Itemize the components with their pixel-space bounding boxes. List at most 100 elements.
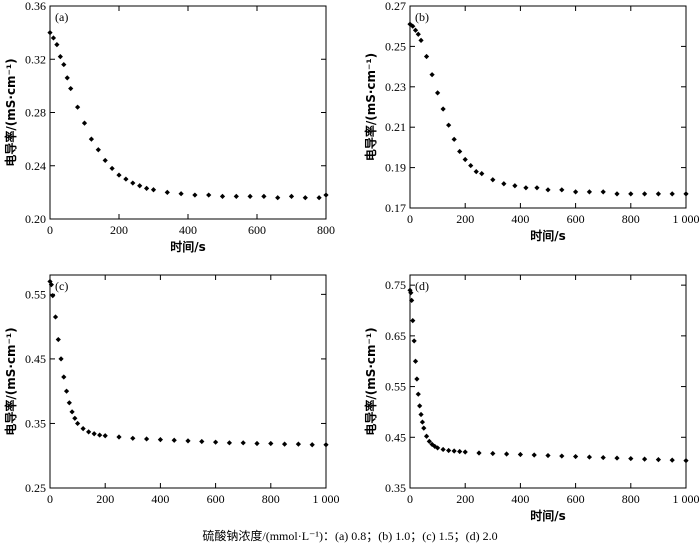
panel-d: 0 200 400 600 800 1 000 0.35 0.45 0.55 0.65 0.75 (d…: [363, 274, 700, 523]
x-tick-label: 600: [207, 492, 225, 506]
data-point: [501, 181, 507, 187]
data-point: [457, 448, 463, 455]
data-point: [268, 440, 274, 447]
data-point: [69, 409, 75, 415]
data-point: [628, 455, 634, 462]
x-tick-label: 0: [407, 492, 413, 506]
data-point: [55, 336, 61, 343]
plot-frame: [49, 274, 327, 489]
data-point: [61, 374, 67, 380]
y-axis-label: 电导率/(mS·cm⁻¹): [3, 327, 18, 435]
data-point: [534, 185, 540, 191]
data-point: [426, 438, 432, 444]
data-point: [683, 458, 689, 464]
data-point: [48, 282, 54, 288]
data-point: [123, 176, 129, 182]
x-tick-label: 1 000: [673, 212, 700, 226]
x-tick-label: 200: [110, 223, 128, 237]
x-tick-label: 0: [407, 212, 413, 226]
data-point: [144, 436, 150, 442]
data-point: [64, 75, 70, 81]
data-point: [52, 314, 59, 320]
y-tick-label: 0.36: [25, 0, 46, 13]
data-point: [440, 446, 446, 453]
data-point: [47, 30, 53, 36]
data-point: [573, 453, 579, 460]
data-point: [418, 411, 424, 418]
panel-label: (b): [415, 10, 429, 24]
data-point: [517, 451, 523, 458]
data-point: [421, 425, 427, 431]
data-point: [414, 376, 420, 382]
data-point: [295, 441, 301, 447]
data-point: [423, 53, 430, 60]
panel-label: (d): [415, 279, 429, 293]
data-point: [88, 136, 94, 142]
data-point: [130, 435, 136, 441]
data-point: [479, 171, 485, 177]
data-point: [655, 457, 661, 463]
y-axis-label: 电导率/(mS·cm⁻¹): [363, 327, 378, 435]
data-point: [559, 187, 565, 193]
y-tick-label: 0.25: [385, 39, 406, 53]
data-point: [462, 449, 468, 455]
data-point: [435, 445, 441, 451]
data-point: [614, 191, 620, 197]
data-point: [192, 192, 198, 198]
y-tick-label: 0.17: [385, 201, 406, 215]
data-point: [545, 452, 551, 459]
data-point: [75, 104, 81, 110]
data-point: [523, 185, 529, 191]
data-point: [476, 450, 482, 456]
data-point: [206, 192, 212, 198]
data-point: [66, 400, 72, 406]
data-point: [412, 358, 419, 364]
x-tick-label: 400: [511, 212, 529, 226]
y-tick-label: 0.21: [385, 120, 406, 134]
data-point: [429, 72, 435, 78]
plot-frame: [409, 5, 687, 209]
data-point: [137, 183, 143, 189]
data-point: [586, 189, 592, 195]
data-point: [600, 454, 606, 461]
data-point: [164, 189, 170, 195]
data-point: [199, 438, 205, 445]
data-point: [61, 61, 67, 68]
y-tick-label: 0.20: [25, 212, 46, 226]
data-point: [446, 122, 452, 128]
data-point: [75, 420, 81, 427]
data-point: [446, 447, 452, 454]
y-tick-label: 0.65: [385, 329, 406, 343]
data-point: [233, 193, 239, 199]
y-tick-label: 0.35: [25, 416, 46, 430]
x-tick-label: 400: [151, 492, 169, 506]
x-axis-label: 时间/s: [530, 508, 566, 523]
data-point: [171, 437, 177, 443]
panel-label: (c): [55, 279, 68, 293]
data-point: [116, 434, 122, 440]
data-point: [468, 162, 474, 169]
data-point: [323, 442, 329, 448]
data-point: [628, 191, 634, 197]
data-point: [302, 195, 308, 201]
data-point: [655, 191, 661, 197]
data-point: [415, 391, 421, 397]
panel-a: 0 200 400 600 800 0.20 0.24 0.28 0.32 0.36 (a) 时间/s…: [3, 0, 335, 254]
y-axis-label: 电导率/(mS·cm⁻¹): [363, 53, 378, 161]
plot-frame: [409, 274, 687, 489]
data-point: [419, 419, 426, 425]
data-point: [462, 156, 468, 163]
y-tick-label: 0.45: [25, 352, 46, 366]
data-point: [418, 37, 424, 43]
y-tick-label: 0.28: [25, 106, 46, 120]
data-point: [130, 180, 136, 186]
data-point: [254, 440, 260, 447]
figure-caption: 硫酸钠浓度/(mmol·L⁻¹)：(a) 0.8；(b) 1.0；(c) 1.5…: [202, 528, 497, 543]
data-point: [213, 439, 219, 445]
data-point: [412, 27, 419, 33]
data-point: [54, 42, 60, 48]
data-point: [435, 90, 441, 96]
data-point: [50, 35, 57, 41]
data-point: [72, 415, 78, 421]
